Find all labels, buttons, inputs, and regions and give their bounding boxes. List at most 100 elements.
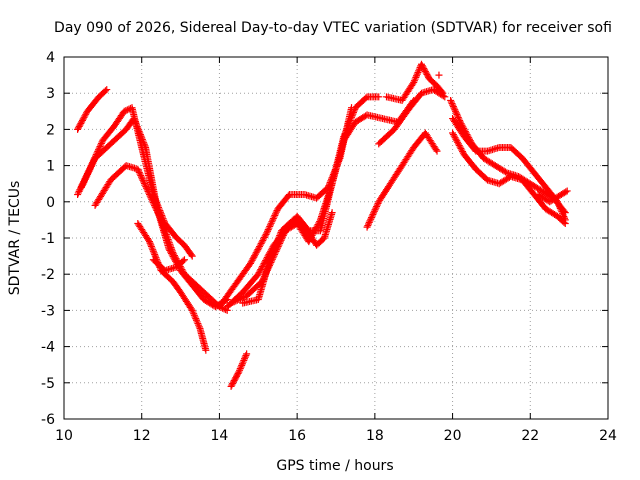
data-point (77, 183, 85, 191)
data-point (190, 311, 198, 319)
data-point (170, 252, 178, 260)
data-point (456, 143, 464, 151)
data-point (257, 240, 265, 248)
series-track-4 (91, 162, 231, 314)
data-point (253, 247, 261, 255)
data-point (273, 238, 281, 246)
data-point (449, 131, 457, 139)
data-point (140, 179, 148, 187)
data-point (78, 116, 86, 124)
data-point (79, 180, 87, 188)
data-point (134, 165, 142, 173)
data-point (192, 315, 200, 323)
data-point (141, 181, 149, 189)
data-point (367, 214, 375, 222)
data-point (259, 236, 267, 244)
data-point (265, 224, 273, 232)
data-point (270, 246, 278, 254)
plot-frame (63, 56, 609, 420)
data-point (150, 200, 158, 208)
data-point (456, 118, 464, 126)
data-point (261, 258, 269, 266)
data-point (153, 206, 161, 214)
data-point (82, 110, 90, 118)
data-point (363, 223, 371, 231)
data-point (122, 107, 130, 115)
data-point (130, 115, 138, 123)
x-tick-label: 24 (599, 428, 617, 444)
data-point (136, 170, 144, 178)
data-point (138, 134, 146, 142)
data-point (271, 211, 279, 219)
data-point (236, 365, 244, 373)
data-point (276, 230, 284, 238)
data-point (272, 210, 280, 218)
data-point (74, 124, 82, 132)
data-point (74, 189, 82, 197)
data-point (238, 360, 246, 368)
data-point (80, 113, 88, 121)
data-point (247, 259, 255, 267)
data-point (138, 135, 146, 143)
data-point (362, 94, 370, 102)
data-point (247, 258, 255, 266)
data-marks (74, 60, 571, 390)
data-point (237, 363, 245, 371)
data-point (447, 96, 455, 104)
data-point (366, 217, 374, 225)
data-point (451, 134, 459, 142)
data-point (256, 267, 264, 275)
data-point (87, 164, 95, 172)
data-point (137, 172, 145, 180)
data-point (435, 71, 443, 79)
data-point (275, 233, 283, 241)
data-point (346, 117, 354, 125)
data-point (236, 295, 244, 303)
data-point (90, 158, 98, 166)
data-point (264, 227, 272, 235)
data-point (457, 145, 465, 153)
x-tick-label: 18 (366, 428, 384, 444)
data-point (173, 256, 181, 264)
data-point (137, 132, 145, 140)
data-point (348, 113, 356, 121)
data-point (145, 238, 153, 246)
data-point (189, 308, 197, 316)
data-point (132, 119, 140, 127)
data-point (266, 221, 274, 229)
data-point (81, 175, 89, 183)
series-track-6 (149, 256, 188, 275)
data-point (453, 110, 461, 118)
data-point (413, 70, 421, 78)
data-point (240, 356, 248, 364)
data-point (195, 323, 203, 331)
data-point (86, 166, 94, 174)
data-point (452, 135, 460, 143)
data-point (95, 144, 103, 152)
data-point (243, 350, 251, 358)
data-point (264, 226, 272, 234)
series-track-9 (223, 93, 383, 311)
data-point (236, 366, 244, 374)
data-point (241, 353, 249, 361)
data-point (455, 115, 463, 123)
data-point (188, 306, 196, 314)
data-point (271, 243, 279, 251)
data-point (270, 213, 278, 221)
x-tick-label: 14 (211, 428, 229, 444)
data-point (140, 139, 148, 147)
data-point (364, 222, 372, 230)
data-point (269, 248, 277, 256)
data-point (143, 184, 151, 192)
data-point (76, 121, 84, 129)
data-point (156, 213, 164, 221)
data-point (454, 140, 462, 148)
data-point (139, 137, 147, 145)
data-point (97, 141, 105, 149)
data-point (349, 110, 357, 118)
data-point (374, 199, 382, 207)
data-point (150, 249, 158, 257)
data-point (145, 191, 153, 199)
